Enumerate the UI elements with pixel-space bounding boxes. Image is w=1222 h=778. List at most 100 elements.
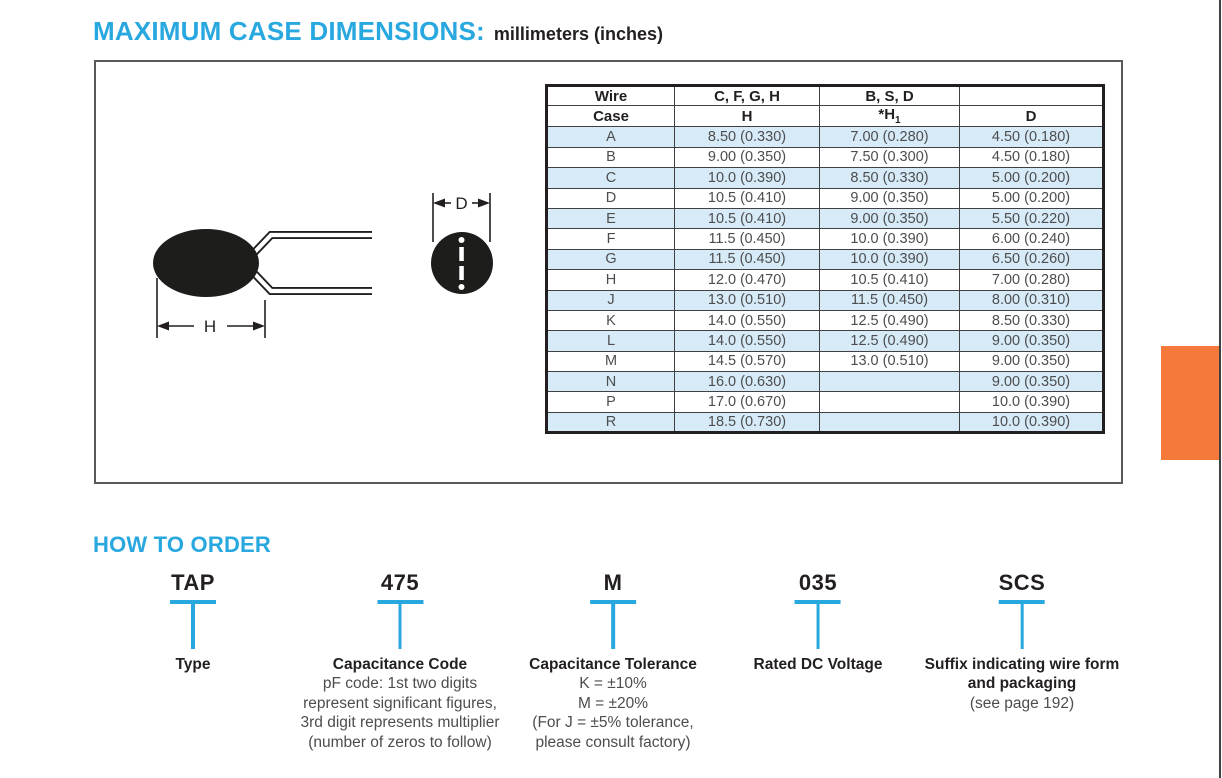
cell-h1: 9.00 (0.350): [819, 187, 960, 209]
cell-h1: 10.5 (0.410): [819, 269, 960, 291]
how-to-order-heading: HOW TO ORDER: [93, 532, 271, 557]
table-row: M 14.5 (0.570) 13.0 (0.510) 9.00 (0.350): [546, 350, 1104, 373]
cell-h: 10.0 (0.390): [674, 167, 820, 189]
cell-case: G: [546, 248, 675, 271]
capacitor-end-view: [431, 232, 493, 294]
order-part: TAP Type: [170, 570, 216, 674]
cell-h: 14.0 (0.550): [674, 309, 820, 332]
order-part-label: Capacitance Code: [332, 655, 468, 673]
order-part: 035 Rated DC Voltage: [754, 570, 883, 674]
table-row: K 14.0 (0.550) 12.5 (0.490) 8.50 (0.330): [546, 309, 1104, 332]
cell-case: A: [546, 126, 675, 148]
table-row: F 11.5 (0.450) 10.0 (0.390) 6.00 (0.240): [546, 228, 1104, 250]
table-row: C 10.0 (0.390) 8.50 (0.330) 5.00 (0.200): [546, 167, 1104, 189]
table-row: L 14.0 (0.550) 12.5 (0.490) 9.00 (0.350): [546, 330, 1104, 352]
order-connector-bar: [589, 600, 636, 604]
cell-h: 10.5 (0.410): [674, 187, 820, 209]
order-part-label: Type: [175, 655, 211, 673]
order-connector-bar: [795, 600, 841, 604]
h-arrow-right: [253, 321, 265, 331]
cell-h1: 8.50 (0.330): [819, 167, 960, 189]
cell-h: 11.5 (0.450): [674, 248, 820, 271]
cell-h1: 9.00 (0.350): [819, 207, 960, 230]
cell-h: 17.0 (0.670): [674, 391, 820, 413]
order-part-description-line: (number of zeros to follow): [308, 733, 492, 751]
table-row: E 10.5 (0.410) 9.00 (0.350) 5.50 (0.220): [546, 207, 1104, 230]
cell-case: N: [546, 371, 675, 393]
cell-d: 7.00 (0.280): [959, 269, 1104, 291]
cell-h1: [819, 371, 960, 393]
order-connector-bar: [376, 600, 423, 604]
cell-case: L: [546, 330, 675, 352]
order-connector-line: [611, 603, 615, 649]
cell-case: H: [546, 269, 675, 291]
cell-d: 6.50 (0.260): [959, 248, 1104, 271]
cell-case: P: [546, 391, 675, 413]
page-edge-line: [1219, 0, 1221, 778]
cell-case: B: [546, 146, 675, 169]
page-title: MAXIMUM CASE DIMENSIONS:: [93, 16, 485, 46]
col-header-h: H: [674, 105, 820, 128]
cell-case: J: [546, 289, 675, 311]
cell-h1: 10.0 (0.390): [819, 228, 960, 250]
col-header-wire: Wire: [546, 84, 675, 107]
d-arrow-left: [433, 198, 445, 208]
order-part: M Capacitance Tolerance K = ±10% M = ±20% (…: [529, 570, 697, 752]
cell-h1: 7.00 (0.280): [819, 126, 960, 148]
cell-h1: 13.0 (0.510): [819, 350, 960, 373]
d-arrow-right: [478, 198, 490, 208]
end-view-bottom-dot: [458, 284, 465, 290]
table-row: D 10.5 (0.410) 9.00 (0.350) 5.00 (0.200): [546, 187, 1104, 209]
order-part-labels: Type: [170, 655, 216, 675]
end-view-bottom-slot: [459, 266, 464, 280]
cell-d: 4.50 (0.180): [959, 126, 1104, 148]
cell-d: 5.00 (0.200): [959, 187, 1104, 209]
order-connector-bar: [998, 600, 1045, 604]
order-connector-line: [398, 603, 402, 649]
col-header-bsd: B, S, D: [819, 84, 960, 107]
h-dimension-label: H: [204, 317, 216, 336]
cell-d: 5.00 (0.200): [959, 167, 1104, 189]
case-table-body: A 8.50 (0.330) 7.00 (0.280) 4.50 (0.180)…: [546, 126, 1104, 434]
order-part-description-line: 3rd digit represents multiplier: [300, 714, 500, 731]
order-part-description-line: represent significant figures,: [303, 694, 497, 712]
cell-d: 5.50 (0.220): [959, 207, 1104, 230]
table-header-row-case: Case H *H1 D: [546, 105, 1104, 128]
table-row: B 9.00 (0.350) 7.50 (0.300) 4.50 (0.180): [546, 146, 1104, 169]
table-row: R 18.5 (0.730) 10.0 (0.390): [546, 411, 1104, 434]
cell-h: 14.5 (0.570): [674, 350, 820, 373]
col-header-d: D: [959, 105, 1104, 128]
col-header-h1: *H1: [819, 105, 960, 128]
cell-h: 18.5 (0.730): [674, 411, 820, 434]
cell-d: 9.00 (0.350): [959, 371, 1104, 393]
table-row: N 16.0 (0.630) 9.00 (0.350): [546, 371, 1104, 393]
end-view-top-slot: [459, 247, 464, 261]
cell-h1: 7.50 (0.300): [819, 146, 960, 169]
table-row: J 13.0 (0.510) 11.5 (0.450) 8.00 (0.310): [546, 289, 1104, 311]
cell-h: 10.5 (0.410): [674, 207, 820, 230]
cell-d: 8.00 (0.310): [959, 289, 1104, 311]
order-part-description-line: (For J = ±5% tolerance,: [532, 714, 694, 731]
cell-h: 8.50 (0.330): [674, 126, 820, 148]
order-code: M: [603, 570, 623, 595]
order-code: SCS: [998, 570, 1046, 595]
order-part: SCS Suffix indicating wire form and packa…: [925, 570, 1120, 713]
order-part-description-line: K = ±10%: [579, 675, 647, 692]
cell-case: R: [546, 411, 675, 434]
order-part-description-line: please consult factory): [535, 733, 691, 751]
page-edge-tab: [1161, 346, 1220, 460]
order-code: 475: [380, 570, 420, 595]
cell-h: 14.0 (0.550): [674, 330, 820, 352]
cell-d: 10.0 (0.390): [959, 411, 1104, 434]
cell-h: 11.5 (0.450): [674, 228, 820, 250]
cell-case: C: [546, 167, 675, 189]
table-row: G 11.5 (0.450) 10.0 (0.390) 6.50 (0.260): [546, 248, 1104, 271]
cell-case: M: [546, 350, 675, 373]
page-title-row: MAXIMUM CASE DIMENSIONS: millimeters (inc…: [93, 16, 663, 47]
col-header-cfgh: C, F, G, H: [674, 84, 820, 107]
order-part-labels: Rated DC Voltage: [754, 655, 883, 675]
order-part-labels: Capacitance Tolerance K = ±10% M = ±20% (Fo…: [529, 655, 697, 753]
order-connector-line: [1020, 603, 1024, 649]
cell-h: 9.00 (0.350): [674, 146, 820, 169]
d-dimension-label: D: [455, 194, 467, 213]
